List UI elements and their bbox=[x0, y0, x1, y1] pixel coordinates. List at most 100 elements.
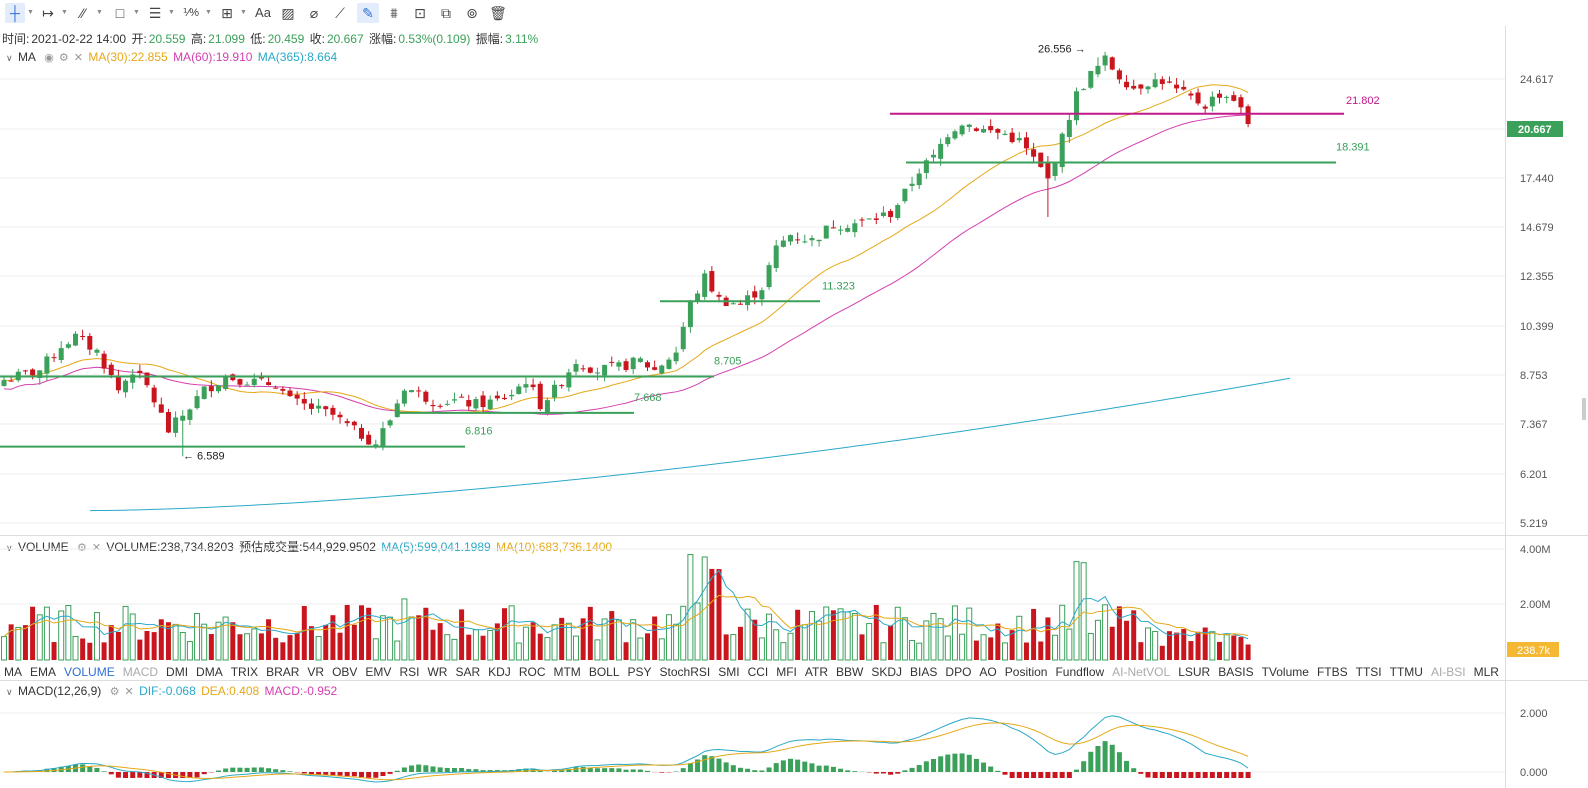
indicator-tab-fundflow[interactable]: Fundflow bbox=[1055, 665, 1105, 679]
estimated-volume-value: 预估成交量:544,929.9502 bbox=[239, 540, 376, 554]
indicator-tab-ma[interactable]: MA bbox=[4, 665, 22, 679]
indicator-tab-obv[interactable]: OBV bbox=[332, 665, 358, 679]
indicator-tab-ttsi[interactable]: TTSI bbox=[1355, 665, 1382, 679]
horizontal-ray-icon[interactable]: ↦ bbox=[42, 5, 54, 21]
rectangle-icon[interactable]: □ bbox=[115, 5, 125, 21]
settings-icon[interactable]: ⚙ bbox=[58, 52, 69, 64]
volume-bar bbox=[587, 606, 593, 660]
macd-histogram-bar bbox=[1124, 760, 1130, 772]
trend-caret-icon[interactable]: ▼ bbox=[96, 9, 103, 16]
macd-close-icon[interactable]: ✕ bbox=[124, 686, 134, 698]
indicator-tab-position[interactable]: Position bbox=[1004, 665, 1048, 679]
measure-caret-icon[interactable]: ▼ bbox=[240, 9, 247, 16]
candle-body bbox=[1016, 138, 1022, 141]
indicator-tab-ttmu[interactable]: TTMU bbox=[1389, 665, 1423, 679]
indicator-tab-dmi[interactable]: DMI bbox=[166, 665, 189, 679]
indicator-tab-emv[interactable]: EMV bbox=[365, 665, 392, 679]
indicator-tab-mtm[interactable]: MTM bbox=[553, 665, 581, 679]
volume-bar bbox=[294, 632, 300, 660]
macd-histogram-bar bbox=[1038, 772, 1044, 778]
visibility-icon[interactable]: ⊚ bbox=[466, 5, 478, 21]
indicator-tab-bias[interactable]: BIAS bbox=[910, 665, 938, 679]
indicator-tab-stochrsi[interactable]: StochRSI bbox=[659, 665, 711, 679]
indicator-tab-lsur[interactable]: LSUR bbox=[1178, 665, 1211, 679]
indicator-tab-basis[interactable]: BASIS bbox=[1218, 665, 1254, 679]
measure-icon[interactable]: ⊞ bbox=[221, 5, 233, 21]
indicator-tab-boll[interactable]: BOLL bbox=[588, 665, 620, 679]
macd-legend-name: MACD(12,26,9) bbox=[17, 684, 102, 698]
candle-body bbox=[444, 403, 450, 405]
brush-icon[interactable]: ▨ bbox=[281, 5, 295, 21]
indicator-tab-skdj[interactable]: SKDJ bbox=[871, 665, 903, 679]
volume-bar bbox=[1045, 617, 1051, 660]
pen-icon[interactable]: ✎ bbox=[357, 3, 379, 23]
pattern-icon[interactable]: ⩩ bbox=[390, 5, 398, 21]
macd-collapse-chevron-icon[interactable]: ∨ bbox=[6, 687, 13, 697]
volume-bar bbox=[923, 620, 930, 661]
indicator-tab-mlr[interactable]: MLR bbox=[1473, 665, 1499, 679]
text-tool-icon[interactable]: Aa bbox=[255, 5, 271, 20]
indicator-tab-wr[interactable]: WR bbox=[427, 665, 448, 679]
indicator-tab-dma[interactable]: DMA bbox=[196, 665, 223, 679]
indicator-tab-trix[interactable]: TRIX bbox=[230, 665, 259, 679]
indicator-tab-ai-netvol[interactable]: AI-NetVOL bbox=[1112, 665, 1171, 679]
candle-body bbox=[602, 364, 608, 376]
close-icon[interactable]: ✕ bbox=[73, 52, 83, 64]
amplitude-label: 振幅: bbox=[475, 32, 504, 46]
low-marker-label: ← 6.589 bbox=[183, 450, 225, 462]
trash-icon[interactable]: 🗑 bbox=[489, 5, 507, 21]
copy-icon[interactable]: ⧉ bbox=[441, 5, 451, 21]
volume-bar bbox=[522, 626, 529, 661]
indicator-tab-ao[interactable]: AO bbox=[979, 665, 997, 679]
indicator-tab-bbw[interactable]: BBW bbox=[836, 665, 864, 679]
crosshair-caret-icon[interactable]: ▼ bbox=[27, 9, 34, 16]
rect-caret-icon[interactable]: ▼ bbox=[133, 9, 140, 16]
macd-histogram-bar bbox=[952, 753, 958, 772]
lines-caret-icon[interactable]: ▼ bbox=[168, 9, 175, 16]
volume-bar bbox=[244, 633, 251, 661]
indicator-tab-vr[interactable]: VR bbox=[307, 665, 325, 679]
indicator-tab-ftbs[interactable]: FTBS bbox=[1316, 665, 1348, 679]
volume-collapse-chevron-icon[interactable]: ∨ bbox=[6, 543, 13, 553]
indicator-tab-kdj[interactable]: KDJ bbox=[488, 665, 511, 679]
candle-body bbox=[880, 212, 886, 216]
crosshair-tool-icon[interactable]: ┼ bbox=[5, 3, 25, 23]
eye-icon[interactable]: ◉ bbox=[44, 52, 54, 64]
indicator-tab-dpo[interactable]: DPO bbox=[945, 665, 972, 679]
macd-histogram-bar bbox=[401, 767, 407, 772]
indicator-tab-rsi[interactable]: RSI bbox=[399, 665, 420, 679]
volume-bar bbox=[30, 606, 36, 660]
collapse-chevron-icon[interactable]: ∨ bbox=[6, 53, 13, 63]
ruler-icon[interactable]: ⟋ bbox=[335, 5, 345, 21]
volume-bar bbox=[709, 568, 715, 660]
macd-histogram-bar bbox=[230, 767, 236, 772]
indicator-tab-tvolume[interactable]: TVolume bbox=[1261, 665, 1309, 679]
indicator-tab-smi[interactable]: SMI bbox=[718, 665, 740, 679]
fibonacci-icon[interactable]: ⅟% bbox=[182, 7, 200, 19]
candle-body bbox=[502, 397, 507, 400]
fib-caret-icon[interactable]: ▼ bbox=[205, 9, 212, 16]
indicator-tab-psy[interactable]: PSY bbox=[627, 665, 652, 679]
candle-body bbox=[1059, 133, 1065, 168]
ray-caret-icon[interactable]: ▼ bbox=[61, 9, 68, 16]
indicator-tab-ai-bsi[interactable]: AI-BSI bbox=[1430, 665, 1466, 679]
volume-settings-icon[interactable]: ⚙ bbox=[76, 542, 87, 554]
indicator-tab-volume[interactable]: VOLUME bbox=[64, 665, 115, 679]
trend-line-icon[interactable]: ⁄⁄ bbox=[80, 5, 86, 21]
indicator-tab-ema[interactable]: EMA bbox=[30, 665, 57, 679]
macd-settings-icon[interactable]: ⚙ bbox=[109, 686, 120, 698]
parallel-lines-icon[interactable]: ☰ bbox=[148, 5, 162, 21]
indicator-tab-mfi[interactable]: MFI bbox=[776, 665, 797, 679]
indicator-tab-cci[interactable]: CCI bbox=[747, 665, 769, 679]
macd-histogram-bar bbox=[923, 761, 929, 772]
lock-icon[interactable]: ⊡ bbox=[414, 5, 426, 21]
volume-close-icon[interactable]: ✕ bbox=[91, 542, 102, 554]
indicator-tab-macd[interactable]: MACD bbox=[122, 665, 159, 679]
eraser-icon[interactable]: ⌀ bbox=[309, 5, 319, 21]
indicator-tab-atr[interactable]: ATR bbox=[804, 665, 829, 679]
volume-bar bbox=[108, 625, 114, 660]
indicator-tab-sar[interactable]: SAR bbox=[455, 665, 481, 679]
indicator-tab-brar[interactable]: BRAR bbox=[266, 665, 300, 679]
indicator-tab-roc[interactable]: ROC bbox=[518, 665, 546, 679]
